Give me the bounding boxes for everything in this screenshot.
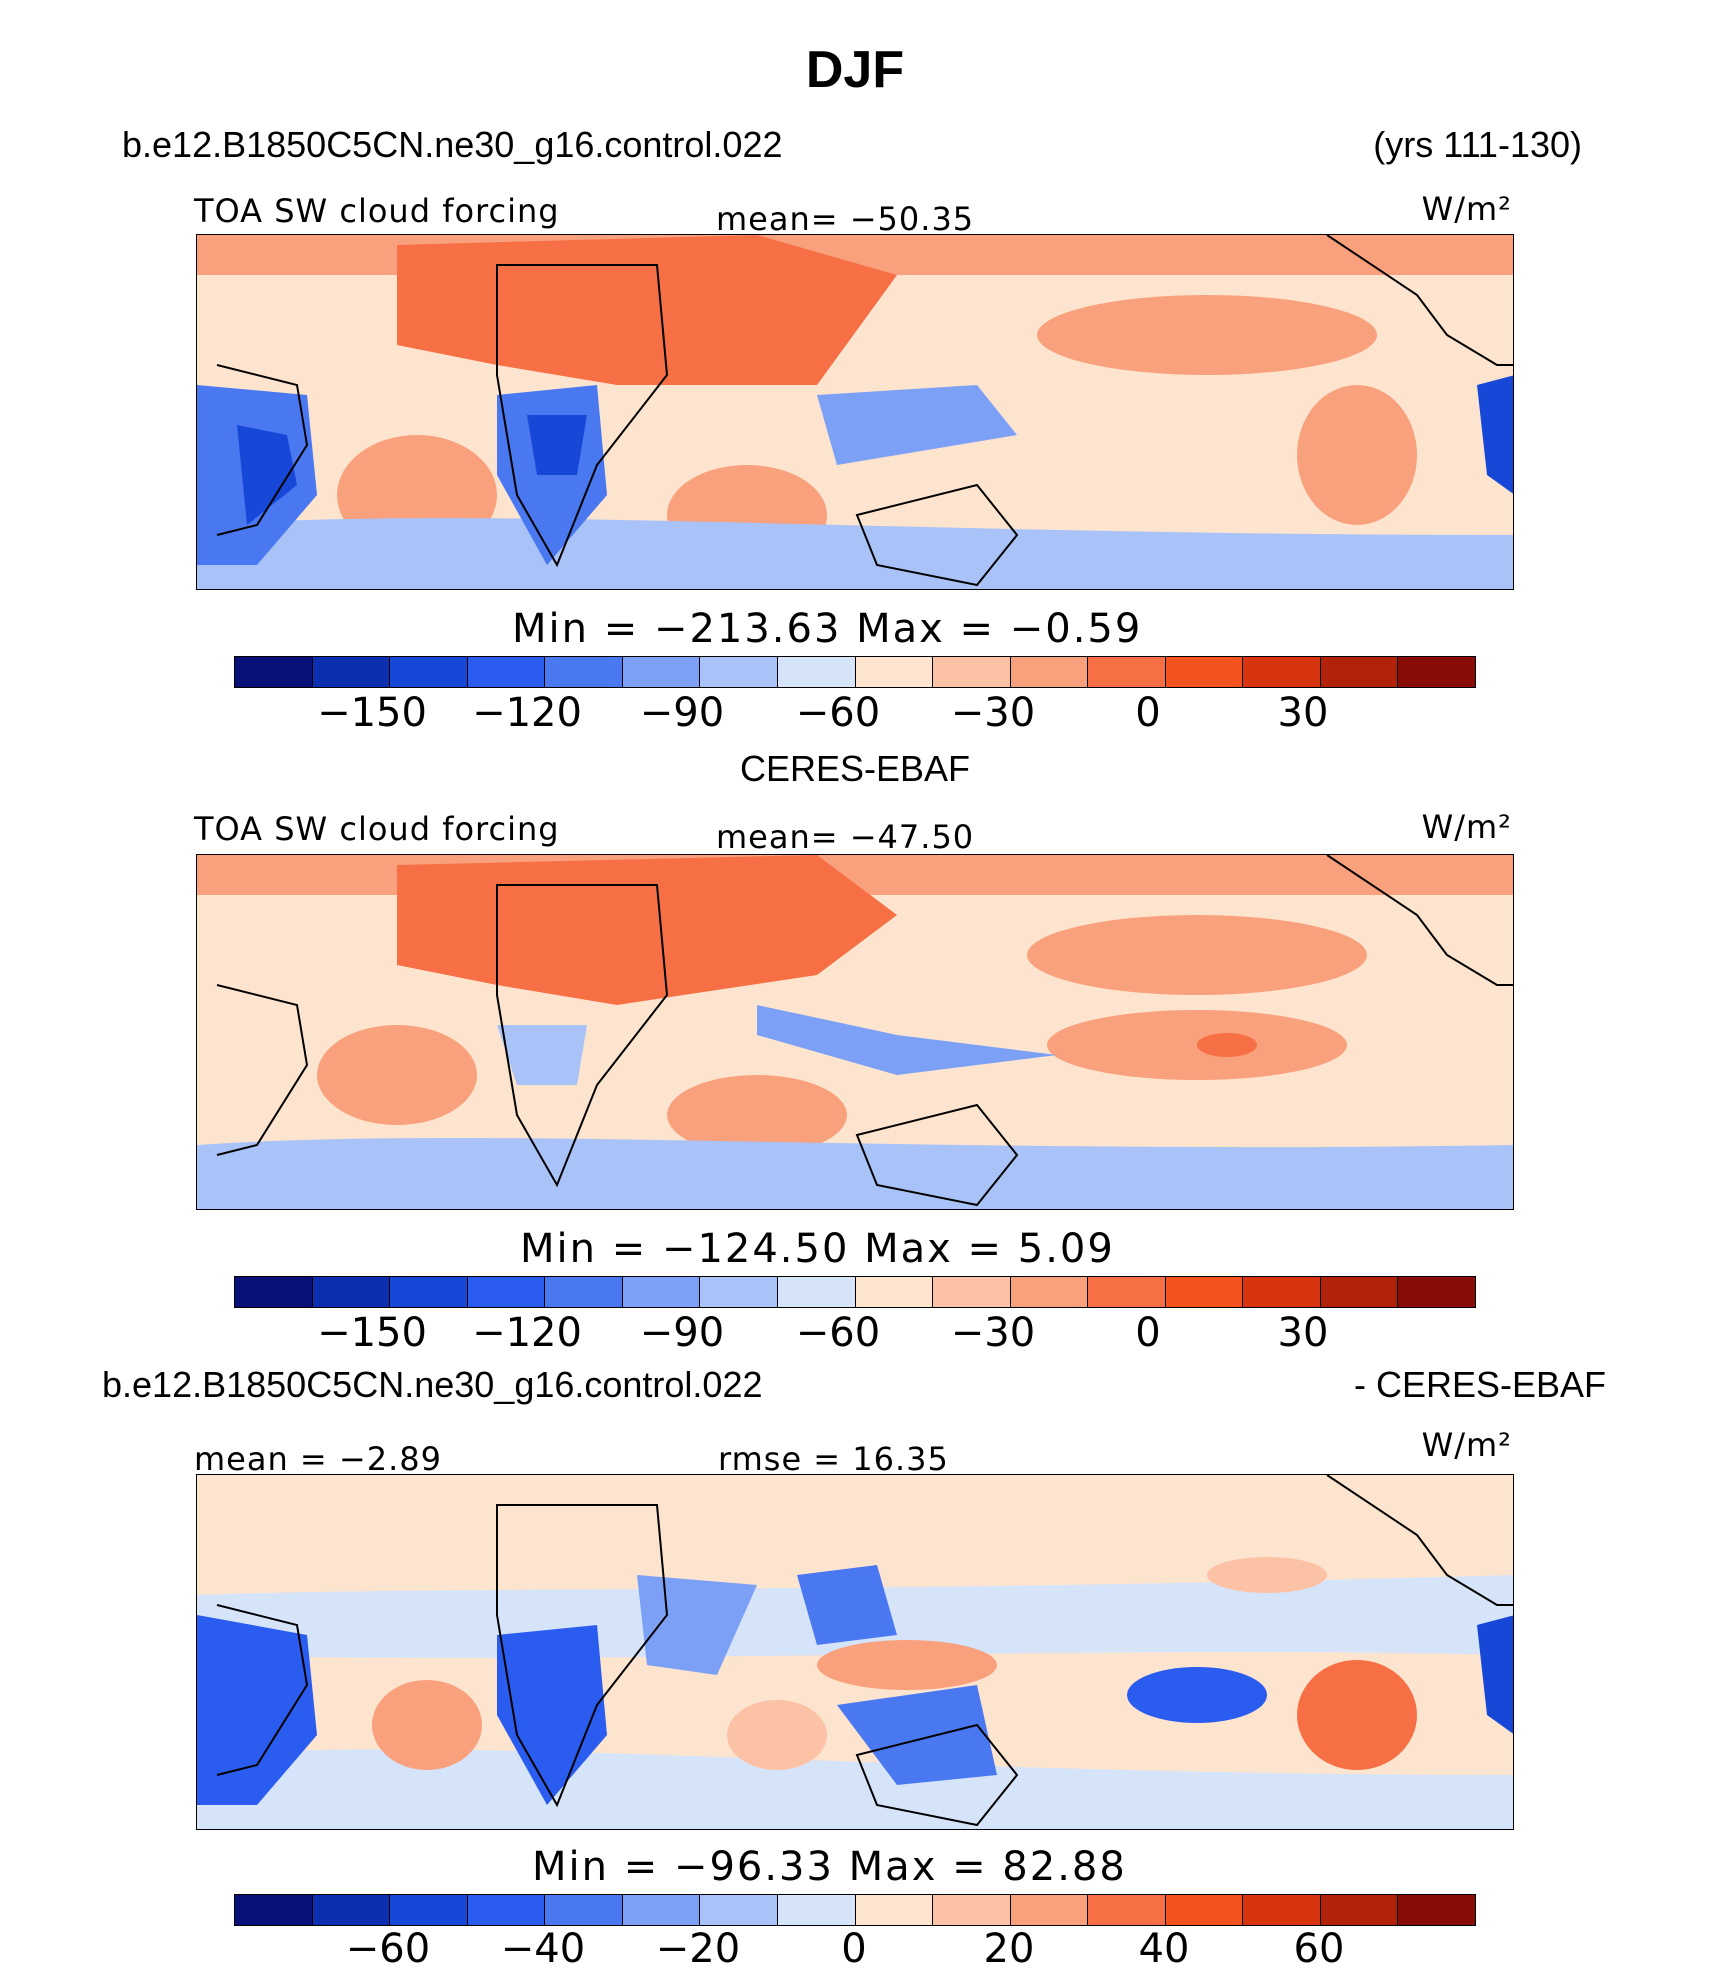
colorbar-segment	[312, 657, 391, 687]
colorbar-segment	[855, 1277, 934, 1307]
model-map	[196, 234, 1514, 590]
colorbar	[234, 656, 1476, 688]
mean-label: mean = −2.89	[194, 1440, 442, 1478]
colorbar-segment	[235, 1895, 313, 1925]
colorbar-segment	[467, 657, 546, 687]
colorbar-segment	[777, 1895, 856, 1925]
colorbar-segment	[235, 657, 313, 687]
variable-label: TOA SW cloud forcing	[194, 192, 560, 230]
mean-label: mean= −47.50	[716, 818, 975, 856]
colorbar-segment	[933, 657, 1011, 687]
mean-label: mean= −50.35	[716, 200, 975, 238]
colorbar-segment	[1320, 657, 1399, 687]
difference-map-graphic	[197, 1475, 1513, 1829]
years-label: (yrs 111-130)	[1373, 124, 1582, 165]
colorbar-segment	[1243, 1277, 1321, 1307]
colorbar-tick: 30	[1277, 690, 1329, 736]
colorbar-tick: −90	[639, 690, 725, 736]
colorbar-segment	[1088, 657, 1166, 687]
colorbar-segment	[235, 1277, 313, 1307]
colorbar-segment	[855, 657, 934, 687]
colorbar-tick: 0	[1135, 1310, 1161, 1356]
colorbar-segment	[467, 1277, 546, 1307]
colorbar	[234, 1894, 1476, 1926]
colorbar-tick: −120	[472, 690, 582, 736]
colorbar-segment	[1398, 1895, 1475, 1925]
colorbar-segment	[700, 657, 778, 687]
colorbar	[234, 1276, 1476, 1308]
colorbar-tick: 0	[841, 1926, 867, 1972]
colorbar-tick: 30	[1277, 1310, 1329, 1356]
colorbar-segment	[1165, 1895, 1244, 1925]
obs-title: CERES-EBAF	[739, 748, 971, 789]
obs-map-graphic	[197, 855, 1513, 1209]
colorbar-segment	[1243, 657, 1321, 687]
rmse-label: rmse = 16.35	[718, 1440, 949, 1478]
colorbar-segment	[390, 1277, 468, 1307]
colorbar-segment	[390, 1895, 468, 1925]
colorbar-segment	[1088, 1277, 1166, 1307]
colorbar-segment	[312, 1895, 391, 1925]
colorbar-segment	[1320, 1895, 1399, 1925]
colorbar-segment	[855, 1895, 934, 1925]
colorbar-segment	[933, 1277, 1011, 1307]
colorbar-segment	[622, 1277, 701, 1307]
figure-title: DJF	[805, 41, 905, 99]
colorbar-tick: 20	[983, 1926, 1035, 1972]
obs-map	[196, 854, 1514, 1210]
min-max-label: Min = −213.63 Max = −0.59	[512, 606, 1143, 652]
colorbar-segment	[1398, 1277, 1475, 1307]
min-max-label: Min = −124.50 Max = 5.09	[520, 1226, 1115, 1272]
colorbar-tick: −150	[317, 690, 427, 736]
colorbar-segment	[1165, 1277, 1244, 1307]
units-label: W/m²	[1421, 1426, 1512, 1464]
colorbar-tick: 0	[1135, 690, 1161, 736]
colorbar-segment	[1010, 1277, 1089, 1307]
colorbar-segment	[545, 1895, 623, 1925]
colorbar-tick: −90	[639, 1310, 725, 1356]
colorbar-tick: −20	[655, 1926, 741, 1972]
diff-case-name: b.e12.B1850C5CN.ne30_g16.control.022	[102, 1364, 763, 1405]
colorbar-segment	[777, 657, 856, 687]
colorbar-tick: −40	[500, 1926, 586, 1972]
colorbar-segment	[700, 1895, 778, 1925]
diff-suffix: - CERES-EBAF	[1353, 1364, 1606, 1405]
colorbar-segment	[1010, 1895, 1089, 1925]
colorbar-tick: −120	[472, 1310, 582, 1356]
difference-map	[196, 1474, 1514, 1830]
colorbar-tick: 40	[1138, 1926, 1190, 1972]
colorbar-segment	[545, 657, 623, 687]
colorbar-segment	[700, 1277, 778, 1307]
min-max-label: Min = −96.33 Max = 82.88	[532, 1844, 1127, 1890]
colorbar-tick: 60	[1293, 1926, 1345, 1972]
colorbar-segment	[390, 657, 468, 687]
colorbar-tick: −60	[345, 1926, 431, 1972]
colorbar-segment	[312, 1277, 391, 1307]
colorbar-segment	[622, 1895, 701, 1925]
colorbar-segment	[1010, 657, 1089, 687]
units-label: W/m²	[1421, 808, 1512, 846]
colorbar-segment	[467, 1895, 546, 1925]
colorbar-segment	[933, 1895, 1011, 1925]
colorbar-segment	[1165, 657, 1244, 687]
colorbar-tick: −60	[795, 690, 881, 736]
colorbar-segment	[777, 1277, 856, 1307]
variable-label: TOA SW cloud forcing	[194, 810, 560, 848]
case-name: b.e12.B1850C5CN.ne30_g16.control.022	[122, 124, 783, 165]
colorbar-tick: −30	[950, 690, 1036, 736]
colorbar-segment	[622, 657, 701, 687]
colorbar-tick: −150	[317, 1310, 427, 1356]
colorbar-segment	[1320, 1277, 1399, 1307]
colorbar-segment	[1243, 1895, 1321, 1925]
colorbar-segment	[1398, 657, 1475, 687]
colorbar-segment	[545, 1277, 623, 1307]
model-map-graphic	[197, 235, 1513, 589]
colorbar-segment	[1088, 1895, 1166, 1925]
colorbar-tick: −30	[950, 1310, 1036, 1356]
units-label: W/m²	[1421, 190, 1512, 228]
colorbar-tick: −60	[795, 1310, 881, 1356]
